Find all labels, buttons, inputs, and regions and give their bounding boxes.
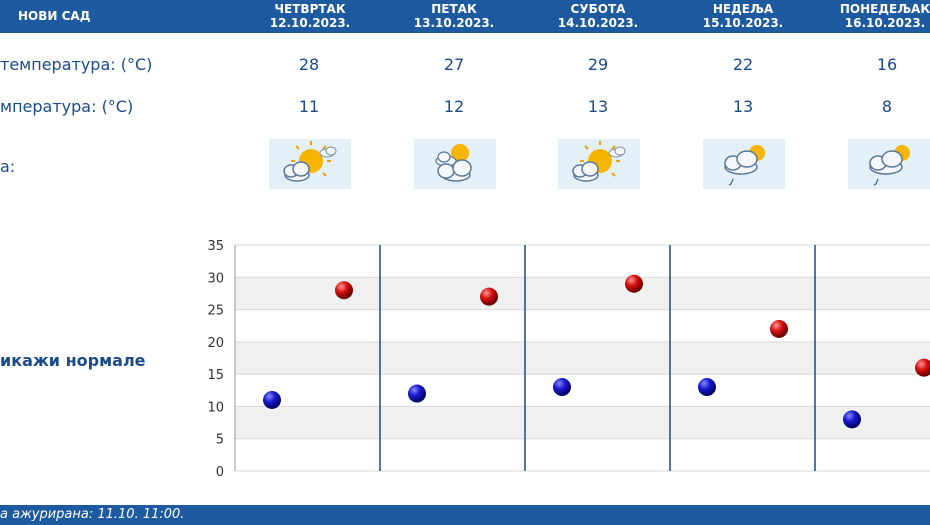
max-temp-value: 29 [587, 55, 609, 74]
day-name: ЧЕТВРТАК [274, 2, 346, 16]
forecast-header: НОВИ САД ЧЕТВРТАК 12.10.2023. ПЕТАК 13.1… [0, 0, 930, 33]
day-date: 16.10.2023. [844, 16, 926, 30]
temperature-chart: 35 30 25 20 15 10 5 0 [200, 235, 930, 484]
grid-band [235, 406, 930, 439]
last-updated: а ажурирана: 11.10. 11:00. [0, 507, 185, 522]
max-temp-value: 16 [876, 55, 898, 74]
max-temp-value: 22 [732, 55, 754, 74]
grid-band [235, 341, 930, 375]
footer-bar: а ажурирана: 11.10. 11:00. [0, 505, 930, 525]
min-temp-value: 8 [881, 97, 893, 116]
day-name: СУБОТА [570, 2, 626, 16]
max-temp-label: температура: (°C) [0, 55, 153, 74]
day-date: 12.10.2023. [269, 16, 351, 30]
max-temp-value: 27 [443, 55, 465, 74]
temperature-chart-svg: 35 30 25 20 15 10 5 0 [207, 239, 930, 480]
min-temp-point [553, 378, 571, 397]
cloud-sun-icon [414, 139, 496, 189]
y-tick-label: 30 [207, 271, 224, 286]
day-date: 13.10.2023. [413, 16, 495, 30]
min-temp-point [408, 384, 426, 403]
day-name: ПЕТАК [431, 2, 477, 16]
day-date: 15.10.2023. [702, 16, 784, 30]
min-temp-value: 13 [732, 97, 754, 116]
day-name: НЕДЕЉА [712, 2, 774, 16]
weather-label: а: [0, 157, 16, 176]
min-temp-value: 11 [298, 97, 320, 116]
cloud-sun-rain-icon [703, 139, 785, 189]
y-tick-label: 25 [207, 304, 224, 319]
day-header-5: ПОНЕДЕЉАК 16.10.2023. [820, 0, 930, 30]
day-header-1: ЧЕТВРТАК 12.10.2023. [245, 0, 375, 30]
max-temp-point [915, 358, 930, 377]
y-tick-label: 5 [216, 433, 224, 448]
y-tick-label: 15 [207, 368, 224, 383]
min-temp-value: 12 [443, 97, 465, 116]
day-date: 14.10.2023. [557, 16, 639, 30]
max-temp-point [480, 287, 498, 306]
max-temp-point [335, 281, 353, 300]
y-tick-label: 20 [207, 336, 224, 351]
show-normals-link[interactable]: икажи нормале [0, 351, 146, 370]
sun-cloud-icon [269, 139, 351, 189]
day-header-2: ПЕТАК 13.10.2023. [389, 0, 519, 30]
min-temp-point [263, 390, 281, 409]
min-temp-label: мпература: (°C) [0, 97, 134, 116]
city-name: НОВИ САД [18, 9, 91, 23]
y-tick-label: 10 [207, 400, 224, 415]
min-temp-value: 13 [587, 97, 609, 116]
max-temp-value: 28 [298, 55, 320, 74]
max-temp-point [625, 274, 643, 293]
sun-cloud-icon [558, 139, 640, 189]
day-header-3: СУБОТА 14.10.2023. [533, 0, 663, 30]
y-tick-label: 0 [216, 465, 224, 480]
min-temp-point [698, 378, 716, 397]
day-header-4: НЕДЕЉА 15.10.2023. [678, 0, 808, 30]
y-tick-label: 35 [207, 239, 224, 254]
cloud-sun-rain-icon [848, 139, 930, 189]
day-name: ПОНЕДЕЉАК [839, 2, 930, 16]
min-temp-point [843, 410, 861, 429]
max-temp-point [770, 319, 788, 338]
